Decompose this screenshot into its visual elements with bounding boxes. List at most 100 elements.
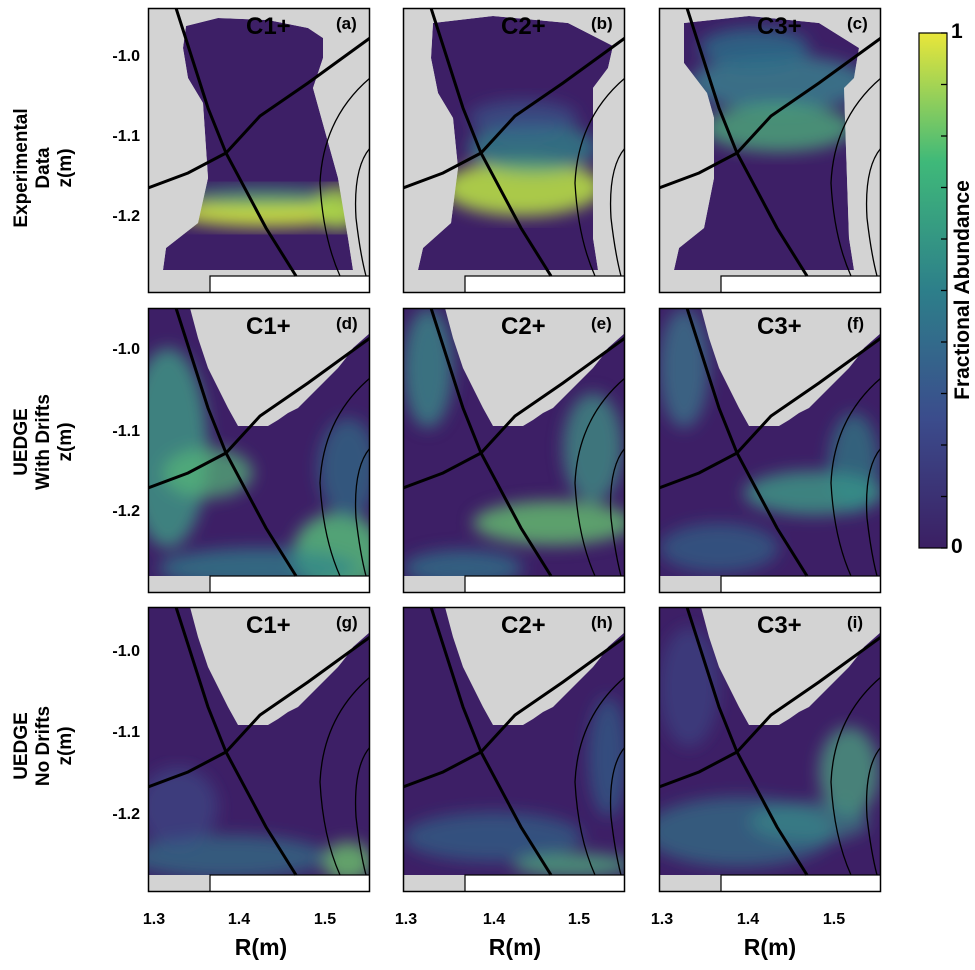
flux-surface-line [354, 746, 370, 876]
flux-surface-line [865, 147, 881, 277]
intensity-blob [148, 767, 218, 847]
divertor-plate [209, 874, 370, 892]
panel-i [658, 606, 882, 893]
intensity-blob [468, 123, 598, 173]
separatrix-leg [148, 635, 370, 789]
divertor-floor [659, 576, 721, 593]
y-tick-label: -1.1 [112, 423, 140, 440]
separatrix [148, 308, 370, 577]
panel-letter: (e) [591, 314, 612, 333]
panel-species-title: C3+ [757, 13, 802, 40]
separatrix [659, 308, 881, 577]
flux-surfaces [830, 676, 881, 876]
wall-region [445, 607, 625, 725]
separatrix-leg [403, 336, 625, 490]
flux-surface-line [574, 676, 625, 876]
panel-frame [658, 606, 882, 893]
y-tick-label: -1.2 [112, 806, 140, 823]
panel-a [147, 7, 371, 294]
intensity-blob [704, 104, 854, 152]
intensity-blob [588, 697, 625, 817]
x-axis-label: R(m) [743, 934, 797, 960]
panel-b [402, 7, 626, 294]
separatrix-leg [148, 336, 370, 490]
panel-species-title: C1+ [246, 313, 291, 340]
flux-surface-line [354, 447, 370, 577]
panel-species-title: C3+ [757, 313, 802, 340]
y-tick-label: -1.0 [112, 643, 140, 660]
panel-c [658, 7, 882, 294]
flux-surface-line [609, 147, 625, 277]
divertor-floor [659, 875, 721, 892]
wall-mask [659, 8, 881, 293]
separatrix [403, 308, 625, 577]
divertor-floor [403, 875, 465, 892]
flux-surfaces [574, 676, 625, 876]
wall-region [445, 308, 625, 426]
y-tick-label: -1.1 [112, 724, 140, 741]
flux-surface-line [319, 676, 370, 876]
row-label-no-drifts: UEDGE No Drifts z(m) [11, 686, 77, 806]
intensity-blob [659, 523, 779, 573]
separatrix [659, 607, 881, 876]
y-tick-label: -1.0 [112, 341, 140, 358]
row-label-line2: Data [33, 147, 54, 189]
divertor-floor [148, 276, 210, 293]
separatrix-leg [659, 36, 881, 190]
row-label-with-drifts: UEDGE With Drifts z(m) [11, 382, 77, 502]
separatrix [148, 607, 370, 876]
intensity-blob [323, 842, 370, 882]
y-tick-label: -1.0 [112, 48, 140, 65]
intensity-blob [473, 501, 625, 545]
divertor-plate [464, 874, 625, 892]
intensity-blob [513, 853, 625, 877]
flux-surface-line [865, 447, 881, 577]
x-tick-label: 1.3 [650, 911, 674, 928]
panel-species-title: C1+ [246, 612, 291, 639]
panel-species-title: C1+ [246, 13, 291, 40]
separatrix [659, 8, 881, 277]
wall-mask [403, 8, 625, 293]
panel-species-title: C2+ [501, 612, 546, 639]
panel-species-title: C2+ [501, 13, 546, 40]
panel-letter: (b) [591, 14, 613, 33]
colorbar [918, 32, 948, 549]
panel-letter: (h) [591, 613, 613, 632]
separatrix-leg [659, 336, 881, 490]
wall-region [701, 308, 881, 426]
row-label-line1: Experimental [11, 108, 32, 228]
flux-surface-line [865, 746, 881, 876]
row-axis-label: z(m) [55, 422, 76, 462]
intensity-blob [148, 348, 208, 548]
flux-surfaces [574, 377, 625, 577]
flux-surface-line [574, 377, 625, 577]
row-axis-label: z(m) [55, 148, 76, 188]
panel-frame [147, 7, 371, 294]
intensity-blob [829, 413, 879, 513]
flux-surface-line [830, 676, 881, 876]
divertor-plate [464, 575, 625, 593]
separatrix-leg [403, 635, 625, 789]
panel-letter: (d) [336, 314, 358, 333]
flux-surface-line [319, 377, 370, 577]
separatrix [403, 8, 625, 277]
y-tick-label: -1.2 [112, 503, 140, 520]
panel-frame [658, 7, 882, 294]
separatrix-leg [403, 36, 625, 190]
intensity-blob [318, 418, 370, 518]
x-axis-label: R(m) [234, 934, 288, 960]
panel-g [147, 606, 371, 893]
separatrix-leg [659, 635, 881, 789]
x-axis-label: R(m) [488, 934, 542, 960]
separatrix-leg [148, 36, 370, 190]
intensity-blob [148, 835, 328, 879]
y-tick-label: -1.2 [112, 208, 140, 225]
x-tick-label: 1.3 [394, 911, 418, 928]
flux-surface-line [830, 377, 881, 577]
x-tick-label: 1.5 [313, 911, 337, 928]
intensity-blob [699, 28, 809, 68]
intensity-blob [689, 55, 869, 111]
panel-frame [402, 7, 626, 294]
intensity-blob [819, 727, 879, 817]
